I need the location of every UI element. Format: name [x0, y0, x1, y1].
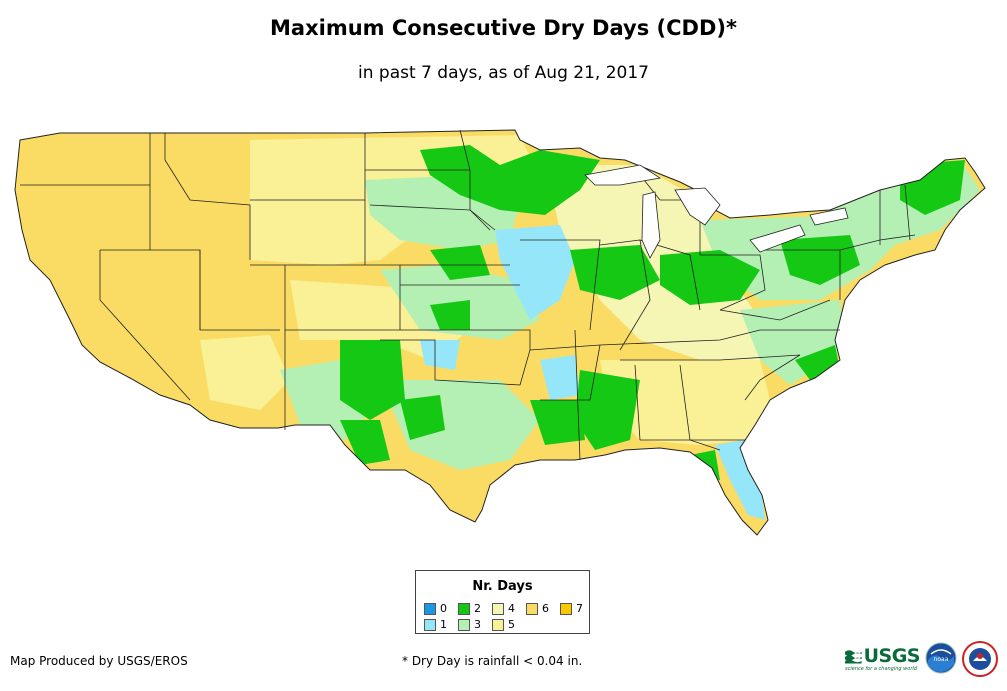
map-credit: Map Produced by USGS/EROS — [10, 654, 188, 668]
legend-label: 4 — [508, 602, 515, 615]
usgs-tagline: science for a changing world — [845, 666, 917, 672]
legend-swatch — [424, 602, 436, 615]
legend-item-1: 1 — [424, 618, 447, 631]
legend-swatch — [492, 618, 504, 631]
legend-item-7: 7 — [560, 602, 583, 615]
us-dry-days-map — [14, 129, 986, 536]
legend-item-0: 0 — [424, 602, 447, 615]
legend-swatch — [458, 618, 470, 631]
legend-label: 1 — [440, 618, 447, 631]
legend-label: 7 — [576, 602, 583, 615]
dry-days-regions — [200, 135, 980, 520]
legend-item-3: 3 — [458, 618, 481, 631]
usgs-wave-icon — [845, 650, 862, 664]
map-subtitle: in past 7 days, as of Aug 21, 2017 — [358, 63, 649, 83]
legend-swatch — [424, 618, 436, 631]
legend-label: 3 — [474, 618, 481, 631]
legend-title: Nr. Days — [472, 579, 533, 594]
usgs-logo: USGS — [845, 643, 921, 669]
legend-swatch — [526, 602, 538, 615]
legend-swatch — [560, 602, 572, 615]
legend-item-5: 5 — [492, 618, 515, 631]
legend-label: 5 — [508, 618, 515, 631]
legend-label: 0 — [440, 602, 447, 615]
legend-item-4: 4 — [492, 602, 515, 615]
legend-item-2: 2 — [458, 602, 481, 615]
legend-swatch — [492, 602, 504, 615]
legend-label: 6 — [542, 602, 549, 615]
great-lakes — [584, 164, 849, 259]
legend: Nr. Days 0 1 2 3 4 5 6 7 — [415, 570, 590, 634]
legend-swatch — [458, 602, 470, 615]
state-borders — [20, 129, 916, 461]
noaa-logo-icon: noaa — [925, 642, 957, 674]
noaa-logo-text: noaa — [934, 656, 949, 663]
legend-item-6: 6 — [526, 602, 549, 615]
map-title: Maximum Consecutive Dry Days (CDD)* — [270, 16, 737, 40]
dry-day-note: * Dry Day is rainfall < 0.04 in. — [402, 654, 583, 668]
usgs-wordmark: USGS — [863, 645, 921, 667]
nws-logo-icon — [962, 641, 998, 677]
legend-label: 2 — [474, 602, 481, 615]
